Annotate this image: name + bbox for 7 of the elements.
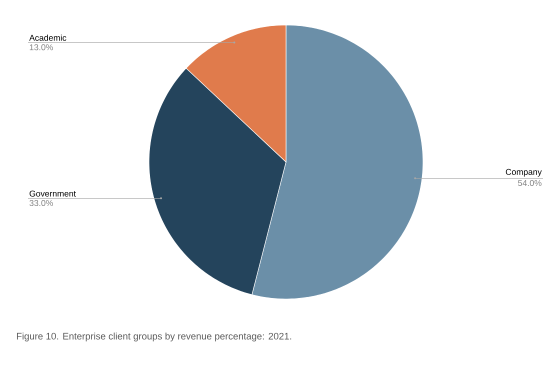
caption: Figure 10. Enterprise client groups by revenue percentage: 2021. xyxy=(16,332,292,342)
slice-label: Company xyxy=(506,168,542,177)
data-label: 54.0% xyxy=(518,180,542,186)
data-label: 33.0% xyxy=(30,200,54,206)
slice-label: Government xyxy=(30,190,76,197)
slice-label: Academic xyxy=(29,34,66,41)
data-label: 13.0% xyxy=(30,44,54,50)
